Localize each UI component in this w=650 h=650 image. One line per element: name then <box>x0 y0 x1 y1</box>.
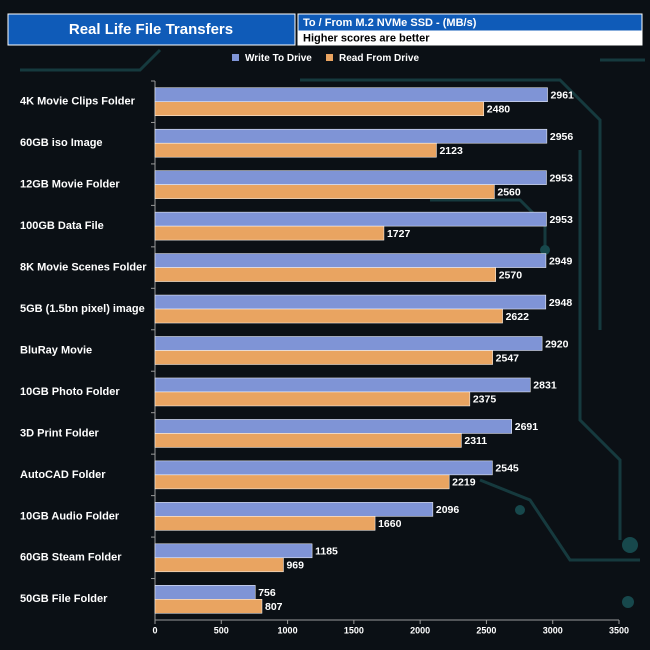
bar <box>154 350 493 365</box>
y-tick-label: 4K Movie Clips Folder <box>20 96 136 108</box>
bar <box>154 142 437 158</box>
chart-note: Higher scores are better <box>303 32 430 44</box>
y-tick-label: 60GB Steam Folder <box>20 552 122 564</box>
value-label: 1727 <box>387 228 411 240</box>
value-label: 2311 <box>464 435 487 447</box>
legend-swatch <box>232 54 239 61</box>
x-tick-label: 0 <box>152 625 157 635</box>
x-tick-label: 3500 <box>609 625 629 635</box>
value-label: 1185 <box>315 546 338 558</box>
chart-subtitle: To / From M.2 NVMe SSD - (MB/s) <box>303 17 477 29</box>
value-label: 2219 <box>452 477 476 489</box>
x-tick-label: 500 <box>214 625 229 635</box>
bar <box>154 502 434 517</box>
x-tick-label: 2000 <box>410 625 430 635</box>
value-label: 2953 <box>549 214 573 226</box>
value-label: 2375 <box>473 394 497 406</box>
y-tick-label: 100GB Data File <box>20 220 104 232</box>
x-tick-label: 1500 <box>344 625 364 635</box>
y-tick-label: 50GB File Folder <box>20 593 108 605</box>
legend-label: Write To Drive <box>245 53 312 64</box>
x-tick-label: 2500 <box>476 625 496 635</box>
bar <box>154 433 462 448</box>
note-box <box>297 30 643 46</box>
value-label: 807 <box>265 601 283 613</box>
x-tick-label: 3000 <box>543 625 563 635</box>
y-tick-label: 10GB Photo Folder <box>20 386 120 398</box>
bar <box>154 267 496 282</box>
value-label: 2831 <box>533 380 557 392</box>
bar <box>154 460 493 476</box>
value-label: 2961 <box>551 90 575 102</box>
value-label: 1660 <box>378 518 402 530</box>
bar <box>154 101 485 116</box>
bar <box>154 211 547 227</box>
value-label: 969 <box>286 560 304 572</box>
value-label: 2096 <box>436 504 460 516</box>
y-tick-label: BluRay Movie <box>20 344 92 356</box>
y-tick-label: 3D Print Folder <box>20 427 100 439</box>
bar <box>154 308 503 324</box>
x-tick-label: 1000 <box>278 625 298 635</box>
value-label: 2123 <box>439 145 463 157</box>
y-tick-label: 60GB iso Image <box>20 137 103 149</box>
bar <box>154 294 547 310</box>
bar <box>154 557 284 573</box>
bar <box>154 184 495 199</box>
value-label: 2547 <box>496 352 520 364</box>
value-label: 2560 <box>497 186 521 198</box>
chart-title: Real Life File Transfers <box>69 21 233 38</box>
y-tick-label: 8K Movie Scenes Folder <box>20 261 147 273</box>
bar <box>154 225 385 241</box>
bar <box>154 253 547 268</box>
legend-swatch <box>326 54 333 61</box>
value-label: 2953 <box>549 172 573 184</box>
y-tick-label: 10GB Audio Folder <box>20 510 120 522</box>
title-box <box>7 13 296 46</box>
bar <box>154 377 531 393</box>
bar <box>154 516 376 531</box>
value-label: 2570 <box>499 269 523 281</box>
y-tick-label: AutoCAD Folder <box>20 469 106 481</box>
value-label: 2956 <box>550 131 574 143</box>
bar <box>154 336 543 351</box>
value-label: 2622 <box>506 311 530 323</box>
legend-label: Read From Drive <box>339 53 419 64</box>
bar <box>154 170 547 185</box>
value-label: 2949 <box>549 255 573 267</box>
value-label: 2920 <box>545 338 569 350</box>
bar <box>154 585 256 600</box>
bar <box>154 87 548 102</box>
bar <box>154 128 548 144</box>
bar <box>154 391 471 407</box>
bar <box>154 419 512 434</box>
value-label: 2948 <box>549 297 573 309</box>
bar <box>154 474 450 490</box>
value-label: 756 <box>258 587 276 599</box>
y-tick-label: 5GB (1.5bn pixel) image <box>20 303 145 315</box>
bar <box>154 543 313 559</box>
value-label: 2480 <box>487 104 511 116</box>
y-tick-label: 12GB Movie Folder <box>20 179 120 191</box>
value-label: 2691 <box>515 421 539 433</box>
bar <box>154 599 263 614</box>
value-label: 2545 <box>495 463 519 475</box>
